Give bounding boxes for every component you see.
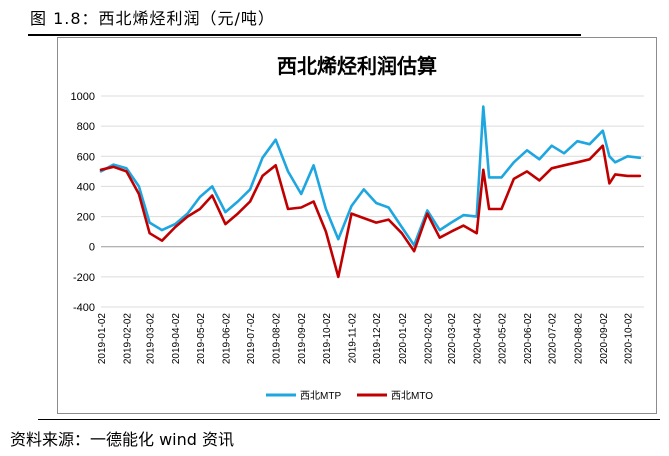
x-tick-label: 2020-03-02 xyxy=(447,313,458,365)
x-tick-label: 2020-01-02 xyxy=(398,313,409,365)
y-tick-label: 400 xyxy=(77,181,95,193)
y-tick-label: -400 xyxy=(73,302,95,314)
x-tick-label: 2019-12-02 xyxy=(372,313,383,365)
x-tick-label: 2019-09-02 xyxy=(297,313,308,365)
chart-frame: 西北烯烃利润估算 1000 800 600 400 200 0 -200 -400 2019-… xyxy=(57,37,657,414)
x-tick-label: 2019-03-02 xyxy=(146,313,157,365)
x-tick-label: 2020-08-02 xyxy=(573,313,584,365)
x-tick-label: 2020-10-02 xyxy=(624,313,635,365)
x-tick-label: 2019-06-02 xyxy=(221,313,232,365)
bottom-rule xyxy=(38,419,660,420)
x-tick-label: 2020-02-02 xyxy=(423,313,434,365)
x-tick-label: 2020-07-02 xyxy=(548,313,559,365)
series-line-mtp xyxy=(99,105,642,247)
x-tick-label: 2019-11-02 xyxy=(347,313,358,364)
x-tick-label: 2019-02-02 xyxy=(123,313,134,365)
legend: 西北MTP 西北MTO xyxy=(266,390,433,402)
y-tick-label: 200 xyxy=(77,212,95,224)
legend-label: 西北MTP xyxy=(300,390,341,402)
grid-lines xyxy=(101,95,644,308)
line-chart: 西北烯烃利润估算 1000 800 600 400 200 0 -200 -400 2019-… xyxy=(71,54,644,402)
x-tick-label: 2019-07-02 xyxy=(246,313,257,365)
x-axis-ticks: 2019-01-02 2019-02-02 2019-03-02 2019-04-02… xyxy=(97,313,635,365)
y-tick-label: 800 xyxy=(77,121,95,133)
x-tick-label: 2020-09-02 xyxy=(599,313,610,365)
top-rule xyxy=(28,34,581,36)
series-layer xyxy=(99,105,642,279)
figure-title: 图 1.8：西北烯烃利润（元/吨） xyxy=(30,9,275,28)
x-tick-label: 2019-04-02 xyxy=(171,313,182,365)
y-tick-label: -200 xyxy=(73,272,95,284)
y-tick-label: 1000 xyxy=(71,91,95,103)
legend-label: 西北MTO xyxy=(391,390,433,402)
x-tick-label: 2020-04-02 xyxy=(473,313,484,365)
y-tick-label: 0 xyxy=(89,242,95,254)
x-tick-label: 2019-05-02 xyxy=(196,313,207,365)
x-tick-label: 2019-01-02 xyxy=(97,313,108,365)
series-line-mto xyxy=(99,144,642,279)
x-tick-label: 2019-10-02 xyxy=(322,313,333,365)
y-axis-ticks: 1000 800 600 400 200 0 -200 -400 xyxy=(71,91,95,314)
x-tick-label: 2020-06-02 xyxy=(523,313,534,365)
x-tick-label: 2020-05-02 xyxy=(497,313,508,365)
y-tick-label: 600 xyxy=(77,151,95,163)
x-tick-label: 2019-08-02 xyxy=(272,313,283,365)
chart-title: 西北烯烃利润估算 xyxy=(277,54,437,78)
source-note: 资料来源：一德能化 wind 资讯 xyxy=(10,430,235,449)
